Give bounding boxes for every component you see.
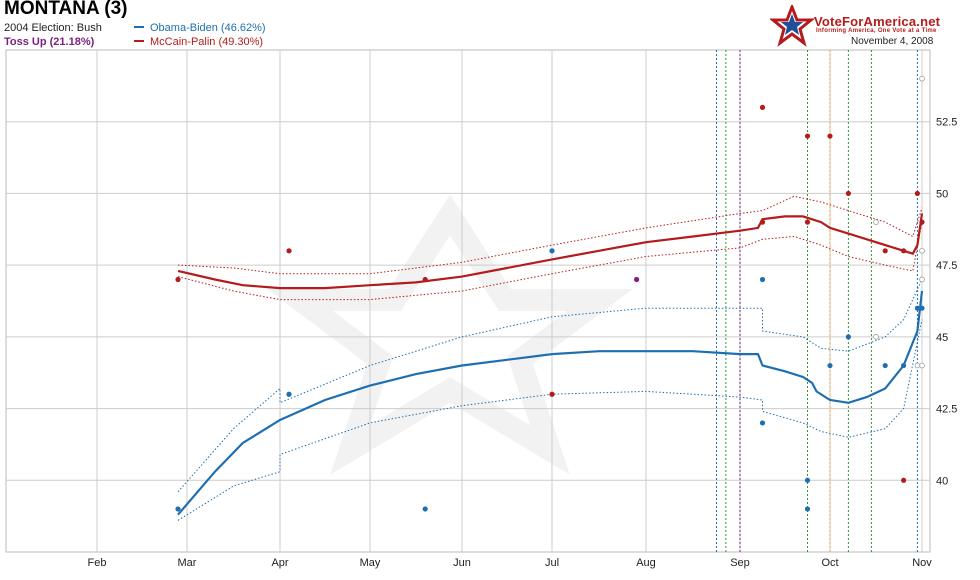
mccain-poll-point (914, 190, 921, 197)
mccain-poll-point (804, 219, 811, 225)
chart-date: November 4, 2008 (851, 36, 934, 47)
obama-poll-point (549, 248, 555, 254)
brand-tagline: Informing America, One Vote at a Time (816, 28, 937, 34)
obama-poll-point (914, 305, 921, 311)
status-label: Toss Up (21.18%) (4, 36, 95, 48)
x-tick-label: Jun (453, 557, 471, 569)
obama-poll-point (175, 506, 181, 512)
mccain-poll-point (804, 133, 811, 139)
tossup-poll-point (634, 276, 640, 283)
mccain-poll-point (901, 248, 907, 254)
open-poll-point (873, 219, 879, 225)
obama-poll-point (827, 362, 833, 369)
brand-name: VoteForAmerica.net (814, 14, 941, 29)
obama-band-lower (177, 319, 923, 521)
obama-poll-point (422, 506, 428, 512)
page-title: MONTANA (3) (4, 0, 128, 19)
obama-poll-point (804, 506, 811, 512)
obama-poll-point (286, 391, 292, 397)
x-tick-label: Sep (730, 557, 750, 569)
mccain-poll-point (919, 219, 925, 225)
obama-poll-point (882, 362, 888, 369)
open-poll-point (919, 276, 925, 283)
mccain-trend-line (177, 213, 924, 290)
open-poll-point (873, 334, 879, 340)
watermark-star-icon (267, 194, 633, 475)
mccain-poll-point (759, 219, 766, 225)
mccain-band-lower (177, 222, 923, 301)
mccain-poll-point (286, 248, 292, 254)
legend-obama-swatch (134, 26, 144, 29)
election-2004-label: 2004 Election: Bush (4, 22, 102, 34)
open-poll-point (919, 75, 925, 82)
mccain-poll-point (759, 104, 766, 110)
mccain-poll-point (845, 190, 852, 197)
y-tick-label: 42.5 (936, 404, 957, 416)
legend-obama-label: Obama-Biden (46.62%) (150, 22, 266, 34)
open-poll-point (919, 362, 925, 369)
x-tick-label: Apr (271, 557, 288, 569)
obama-band-upper (177, 279, 923, 493)
open-poll-point (914, 362, 921, 369)
mccain-poll-point (882, 248, 888, 254)
mccain-poll-point (827, 133, 833, 139)
y-tick-label: 47.5 (936, 260, 957, 272)
legend-mccain-swatch (134, 40, 144, 43)
y-tick-label: 40 (936, 475, 948, 487)
x-tick-label: Nov (912, 557, 932, 569)
mccain-poll-point (901, 477, 907, 483)
obama-poll-point (759, 276, 766, 283)
obama-poll-point (901, 362, 907, 369)
x-tick-label: Oct (821, 557, 838, 569)
legend-mccain-label: McCain-Palin (49.30%) (150, 36, 264, 48)
plot-frame (5, 49, 931, 553)
x-tick-label: Feb (88, 557, 107, 569)
obama-poll-point (759, 420, 766, 426)
y-tick-label: 45 (936, 332, 948, 344)
obama-trend-line (177, 290, 924, 516)
legend-mccain: McCain-Palin (49.30%) (134, 36, 263, 48)
x-tick-label: Aug (636, 557, 656, 569)
mccain-band-upper (177, 195, 923, 275)
y-tick-label: 52.5 (936, 117, 957, 129)
legend-obama: Obama-Biden (46.62%) (134, 22, 266, 34)
y-tick-label: 50 (936, 188, 948, 200)
open-poll-point (919, 248, 925, 254)
obama-poll-point (845, 334, 852, 340)
mccain-poll-point (549, 391, 555, 397)
star-logo-icon (770, 5, 816, 47)
x-tick-label: Mar (178, 557, 197, 569)
obama-poll-point (804, 477, 811, 483)
mccain-poll-point (175, 276, 181, 283)
obama-poll-point (919, 305, 925, 311)
x-tick-label: May (360, 557, 381, 569)
mccain-poll-point (422, 276, 428, 283)
x-tick-label: Jul (545, 557, 559, 569)
